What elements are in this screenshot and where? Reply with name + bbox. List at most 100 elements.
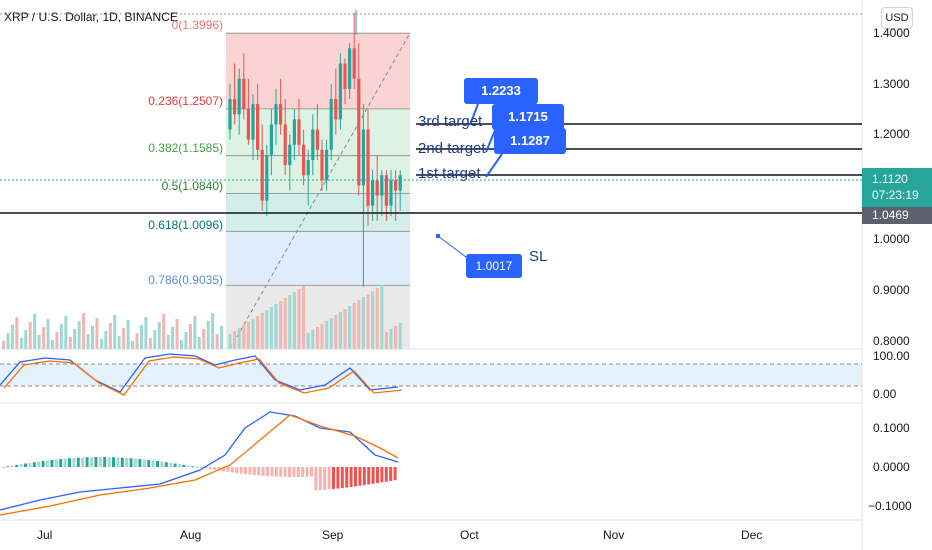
volume-bar xyxy=(126,320,130,349)
volume-bar xyxy=(398,323,402,349)
macd-histogram-bar xyxy=(129,458,133,467)
price-tick: 0.8000 xyxy=(873,334,910,348)
candle-body xyxy=(375,180,379,196)
volume-bar xyxy=(269,307,273,349)
stoch-tick: 0.00 xyxy=(873,387,897,401)
macd-line xyxy=(0,411,399,511)
volume-bar xyxy=(188,324,192,349)
macd-histogram-bar xyxy=(160,461,164,467)
volume-bar xyxy=(384,332,388,349)
price-tick: 1.4000 xyxy=(873,26,910,40)
macd-histogram-bar xyxy=(195,467,199,468)
macd-histogram-bar xyxy=(389,467,393,481)
stop-loss-callout[interactable]: 1.0017 xyxy=(466,254,522,278)
macd-histogram-bar xyxy=(301,467,305,477)
macd-histogram-bar xyxy=(54,459,58,467)
first-target-label[interactable]: 1st target xyxy=(418,165,481,182)
volume-bar xyxy=(371,291,375,349)
volume-bar xyxy=(334,315,338,349)
macd-histogram-bar xyxy=(257,467,261,476)
volume-bar xyxy=(233,331,237,349)
macd-histogram-bar xyxy=(59,458,63,467)
macd-histogram-bar xyxy=(274,467,278,477)
volume-bar xyxy=(157,322,161,349)
volume-bar xyxy=(113,315,117,349)
fib-zone xyxy=(226,33,410,109)
macd-histogram-bar xyxy=(142,459,146,467)
macd-histogram-bar xyxy=(107,457,111,467)
macd-histogram-bar xyxy=(134,458,137,467)
volume-bar xyxy=(297,289,301,349)
macd-histogram-bar xyxy=(200,467,203,468)
anchor-point xyxy=(436,234,440,238)
volume-bar xyxy=(352,303,356,349)
volume-bar xyxy=(343,309,347,349)
stop-loss-label[interactable]: SL xyxy=(529,248,548,265)
fib-label-0: 0(1.3996) xyxy=(171,18,223,32)
volume-bar xyxy=(242,325,246,349)
fib-label-05: 0.5(1.0840) xyxy=(161,179,223,193)
time-tick: Nov xyxy=(603,528,625,542)
macd-histogram-bar xyxy=(81,457,85,467)
volume-bar xyxy=(302,286,306,349)
macd-histogram-bar xyxy=(41,461,45,467)
volume-bar xyxy=(171,327,175,349)
volume-bar xyxy=(139,325,143,349)
volume-bar xyxy=(228,334,232,349)
macd-histogram-bar xyxy=(85,457,89,467)
candle-body xyxy=(237,78,241,115)
macd-histogram-bar xyxy=(283,467,287,477)
candle-body xyxy=(343,63,347,89)
stoch-tick: 100.00 xyxy=(873,349,910,363)
volume-bar xyxy=(122,328,126,349)
time-tick: Oct xyxy=(460,528,479,542)
volume-bar xyxy=(338,312,342,349)
volume-bar xyxy=(211,313,215,349)
first-target-callout[interactable]: 1.1287 xyxy=(494,128,566,154)
volume-bar xyxy=(256,316,260,349)
macd-histogram-bar xyxy=(98,457,102,467)
macd-histogram-bar xyxy=(112,457,115,467)
macd-histogram-bar xyxy=(138,458,142,467)
macd-histogram-bar xyxy=(252,467,256,476)
volume-bar xyxy=(279,301,283,349)
macd-histogram-bar xyxy=(354,467,357,487)
fib-label-0618: 0.618(1.0096) xyxy=(148,218,223,232)
volume-bar xyxy=(265,310,269,349)
macd-histogram-bar xyxy=(182,464,186,467)
volume-bar xyxy=(148,338,152,349)
volume-bar xyxy=(86,334,90,349)
macd-histogram-bar xyxy=(314,467,318,491)
volume-bar xyxy=(28,322,32,349)
candle-body xyxy=(292,119,296,145)
volume-bar xyxy=(325,321,329,349)
volume-bar xyxy=(162,314,166,349)
macd-histogram-bar xyxy=(340,467,344,489)
macd-histogram-bar xyxy=(327,467,331,490)
bar-countdown: 07:23:19 xyxy=(872,188,919,202)
volume-bar xyxy=(131,341,135,349)
macd-histogram-bar xyxy=(318,467,322,491)
macd-histogram-bar xyxy=(230,467,234,473)
third-target-callout[interactable]: 1.2233 xyxy=(464,78,538,104)
second-target-callout[interactable]: 1.1715 xyxy=(492,104,564,130)
macd-histogram-bar xyxy=(362,467,366,486)
volume-bar xyxy=(19,338,23,349)
last-price-value: 1.1120 xyxy=(872,172,908,186)
macd-histogram-bar xyxy=(28,462,32,467)
fib-label-0786: 0.786(0.9035) xyxy=(148,273,223,287)
macd-histogram-bar xyxy=(239,467,243,474)
macd-histogram-bar xyxy=(46,460,49,467)
candle-body xyxy=(242,78,246,110)
macd-histogram-bar xyxy=(76,457,80,467)
volume-bar xyxy=(251,319,255,349)
price-tick: 1.3000 xyxy=(873,77,910,91)
price-tick: 0.9000 xyxy=(873,283,910,297)
macd-histogram-bar xyxy=(244,467,247,475)
third-target-label[interactable]: 3rd target xyxy=(418,113,483,130)
volume-bar xyxy=(361,297,365,349)
second-target-label[interactable]: 2nd target xyxy=(418,140,486,157)
volume-bar xyxy=(50,340,54,349)
currency-button[interactable]: USD xyxy=(881,7,913,29)
